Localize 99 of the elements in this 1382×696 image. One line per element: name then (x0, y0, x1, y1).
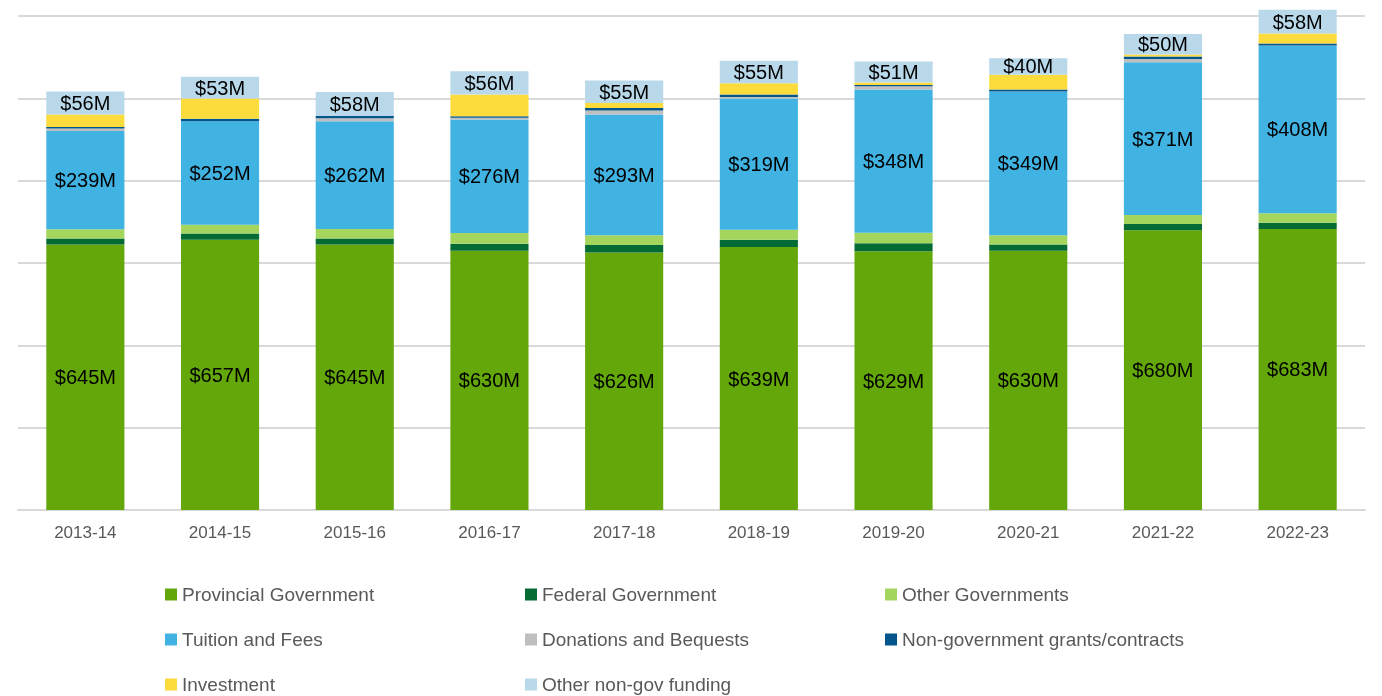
bar (180, 224, 260, 234)
bar (450, 233, 529, 244)
x-tick-label: 2013-14 (54, 523, 117, 542)
data-label: $55M (733, 60, 784, 83)
bar (315, 228, 394, 239)
x-tick-label: 2017-18 (592, 523, 656, 542)
bar (1258, 222, 1337, 229)
bar (1123, 59, 1203, 63)
bar (46, 229, 125, 239)
bar (585, 103, 664, 108)
x-tick-label: 2020-21 (997, 523, 1060, 542)
data-label: $53M (195, 76, 246, 99)
bar (989, 244, 1068, 251)
bar (180, 98, 260, 119)
data-label: $348M (862, 150, 925, 173)
data-label: $657M (189, 363, 251, 386)
bar (989, 89, 1068, 92)
bar (854, 232, 933, 244)
bar (315, 238, 394, 245)
data-label: $239M (54, 169, 116, 192)
data-label: $645M (324, 366, 386, 389)
legend-label: Donations and Bequests (542, 629, 750, 650)
bar (585, 114, 664, 236)
data-label: $50M (1137, 33, 1188, 56)
bar (1123, 230, 1203, 510)
bar (1258, 228, 1337, 510)
data-label: $58M (329, 92, 380, 115)
legend-label: Non-government grants/contracts (902, 629, 1184, 650)
data-label: $293M (593, 163, 655, 186)
bar (46, 244, 125, 510)
data-label: $371M (1132, 127, 1194, 150)
bar (450, 94, 529, 117)
legend-label: Tuition and Fees (182, 629, 323, 650)
data-label: $626M (593, 370, 655, 393)
data-label: $680M (1132, 359, 1194, 382)
bar (585, 245, 664, 253)
data-label: $349M (997, 152, 1059, 175)
bar (180, 239, 260, 510)
data-label: $630M (458, 369, 521, 392)
data-label: $40M (1003, 55, 1054, 78)
data-label: $683M (1267, 358, 1329, 381)
x-tick-label: 2015-16 (323, 523, 386, 542)
data-label: $51M (868, 60, 919, 83)
data-label: $629M (862, 369, 925, 392)
bar (989, 74, 1068, 90)
x-tick-label: 2016-17 (458, 523, 521, 542)
bar (719, 98, 798, 230)
bar (315, 244, 394, 510)
bar (1123, 62, 1203, 215)
data-label: $55M (599, 80, 650, 103)
legend-label: Provincial Government (182, 584, 375, 605)
legend-label: Federal Government (542, 584, 717, 605)
bar (1123, 214, 1203, 225)
bar (1258, 213, 1337, 223)
bar (585, 235, 664, 246)
data-label: $276M (458, 165, 521, 188)
bar (180, 233, 260, 240)
bar (585, 110, 664, 115)
bar (989, 91, 1068, 236)
bar (719, 239, 798, 248)
data-label: $630M (997, 369, 1059, 392)
x-tick-label: 2019-20 (862, 523, 925, 542)
bar (719, 83, 798, 95)
bar (585, 252, 664, 510)
bar (1258, 43, 1337, 46)
bar (450, 250, 529, 510)
bar (1123, 224, 1203, 231)
x-tick-label: 2021-22 (1131, 523, 1195, 542)
data-label: $639M (728, 367, 790, 390)
bar (46, 114, 125, 127)
legend-label: Other non-gov funding (542, 674, 732, 695)
x-tick-label: 2014-15 (188, 523, 252, 542)
bar (719, 229, 798, 240)
x-tick-label: 2022-23 (1266, 523, 1329, 542)
bar (719, 247, 798, 510)
bar (46, 131, 125, 230)
data-label: $262M (324, 164, 386, 187)
bar (989, 235, 1068, 245)
bar (180, 121, 260, 225)
legend-label: Other Governments (902, 584, 1069, 605)
data-label: $408M (1267, 118, 1329, 141)
bar (450, 119, 529, 234)
data-label: $645M (54, 366, 116, 389)
bar (854, 243, 933, 252)
x-tick-label: 2018-19 (727, 523, 791, 542)
bar (1258, 45, 1337, 214)
bar (854, 251, 933, 510)
bar (1258, 33, 1337, 44)
data-label: $56M (464, 71, 515, 94)
data-label: $319M (728, 153, 790, 176)
data-label: $58M (1272, 10, 1323, 33)
bar (989, 250, 1068, 510)
legend-label: Investment (182, 674, 276, 695)
bar (450, 243, 529, 251)
data-label: $56M (60, 92, 111, 115)
data-label: $252M (189, 162, 251, 184)
bar (854, 89, 933, 233)
bar (46, 238, 125, 245)
bar (315, 121, 394, 229)
